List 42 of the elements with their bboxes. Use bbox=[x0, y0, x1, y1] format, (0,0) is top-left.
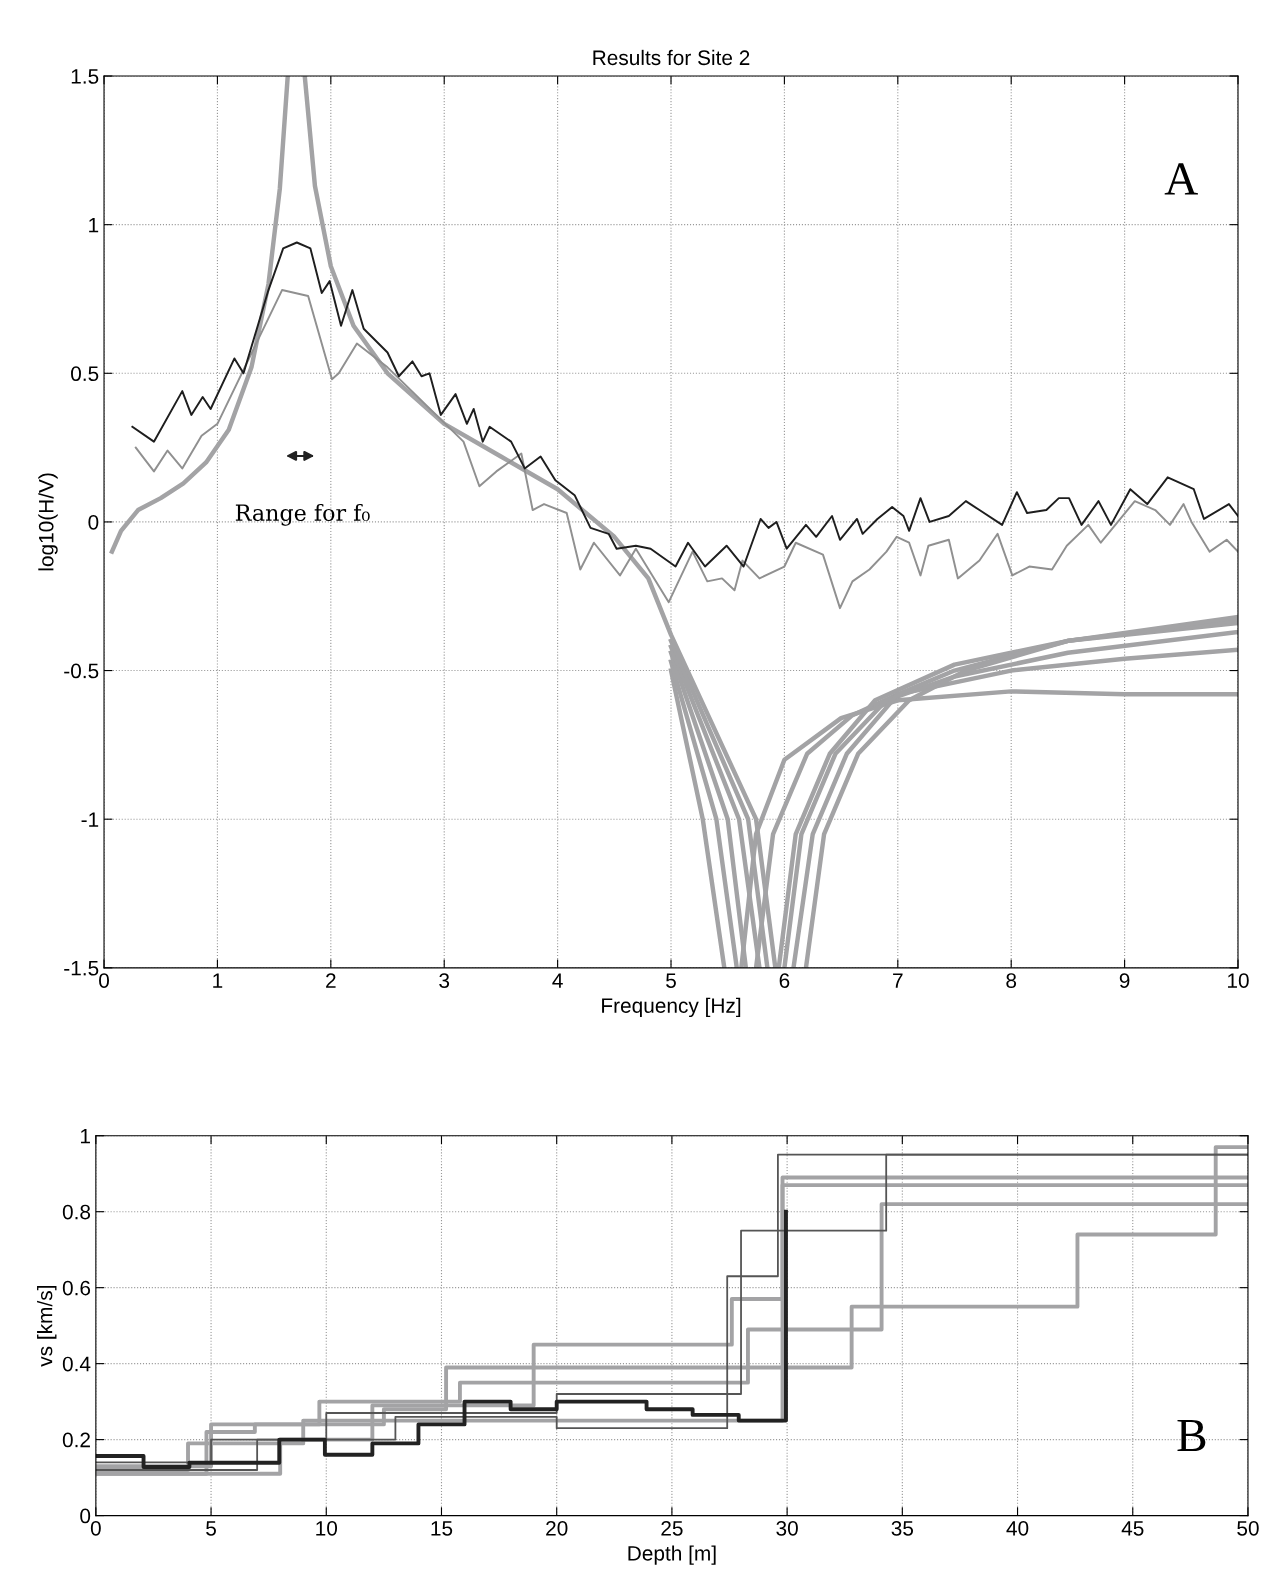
y-tick-label: 0.8 bbox=[62, 1204, 91, 1220]
y-tick-label: -0.5 bbox=[64, 663, 99, 679]
x-tick-label: 5 bbox=[666, 973, 676, 988]
x-tick-label: 5 bbox=[206, 1521, 216, 1536]
x-axis-title: Frequency [Hz] bbox=[602, 997, 741, 1018]
x-tick-label: 7 bbox=[893, 973, 903, 988]
annotation: Range for f₀ bbox=[235, 503, 370, 526]
x-tick-label: 40 bbox=[1006, 1520, 1029, 1536]
x-tick-label: 8 bbox=[1006, 973, 1017, 988]
y-tick-label: -1.5 bbox=[64, 961, 99, 976]
x-tick-label: 25 bbox=[661, 1520, 683, 1536]
y-tick-label: 0.5 bbox=[71, 366, 99, 382]
y-tick-label: 0.4 bbox=[62, 1356, 91, 1372]
x-tick-label: 10 bbox=[316, 1520, 338, 1536]
x-tick-label: 9 bbox=[1119, 973, 1130, 988]
y-tick-label: 0 bbox=[88, 514, 99, 530]
chart-title: Results for Site 2 bbox=[593, 49, 750, 66]
y-axis-title: log10(H/V) bbox=[38, 473, 58, 571]
x-tick-label: 1 bbox=[213, 973, 223, 988]
x-tick-label: 0 bbox=[99, 973, 110, 988]
y-tick-label: 1 bbox=[89, 217, 99, 233]
y-tick-label: 0 bbox=[80, 1508, 91, 1524]
x-tick-label: 6 bbox=[779, 973, 790, 988]
annotation: A bbox=[1164, 163, 1198, 195]
x-tick-label: 3 bbox=[439, 973, 450, 988]
y-tick-label: -1 bbox=[81, 812, 99, 827]
y-tick-label: 1 bbox=[80, 1128, 90, 1144]
y-tick-label: 0.2 bbox=[62, 1432, 90, 1448]
y-tick-label: 1.5 bbox=[71, 69, 99, 84]
x-tick-label: 20 bbox=[546, 1520, 568, 1536]
x-tick-label: 15 bbox=[431, 1521, 453, 1536]
annotation: B bbox=[1177, 1420, 1206, 1452]
y-axis-title: vs [km/s] bbox=[37, 1286, 57, 1367]
x-tick-label: 4 bbox=[552, 973, 563, 988]
x-tick-label: 10 bbox=[1228, 973, 1249, 988]
x-tick-label: 50 bbox=[1237, 1520, 1259, 1536]
x-tick-label: 2 bbox=[326, 973, 336, 988]
x-tick-label: 30 bbox=[776, 1520, 798, 1536]
y-tick-label: 0.6 bbox=[62, 1280, 91, 1296]
x-tick-label: 45 bbox=[1121, 1521, 1144, 1536]
x-axis-title: Depth [m] bbox=[628, 1545, 716, 1565]
x-tick-label: 35 bbox=[891, 1520, 914, 1536]
